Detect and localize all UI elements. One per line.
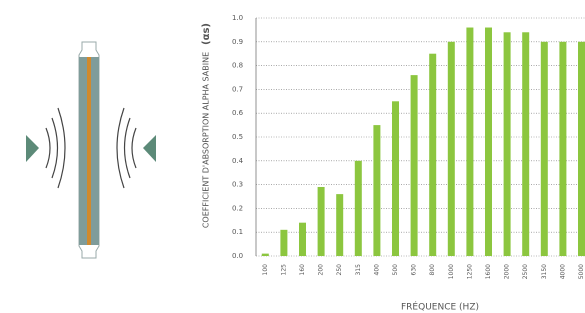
chart: COEFFICIENT D'ABSORPTION ALPHA SABINE (α… <box>0 0 585 313</box>
arrow-left <box>26 135 39 162</box>
x-tick-label: 100 <box>262 264 269 276</box>
y-tick-label: 0.3 <box>232 181 243 189</box>
bar <box>541 42 548 256</box>
bar <box>466 28 473 256</box>
x-tick-label: 630 <box>411 264 418 276</box>
bar <box>299 223 306 256</box>
x-tick-label: 4000 <box>559 264 566 279</box>
bar <box>504 32 511 256</box>
panel-core <box>87 57 91 245</box>
x-tick-label: 400 <box>373 264 380 276</box>
bar <box>559 42 566 256</box>
bar <box>373 125 380 256</box>
bar <box>355 161 362 256</box>
y-axis-label: COEFFICIENT D'ABSORPTION ALPHA SABINE <box>202 52 211 228</box>
y-tick-label: 0.7 <box>232 85 243 93</box>
x-tick-label: 1250 <box>466 264 473 279</box>
y-tick-label: 0.8 <box>232 62 243 70</box>
x-tick-label: 250 <box>336 264 343 276</box>
x-tick-label: 3150 <box>541 264 548 279</box>
x-tick-label: 5000 <box>578 264 585 279</box>
x-tick-label: 315 <box>355 264 362 276</box>
x-tick-label: 1600 <box>485 264 492 279</box>
y-tick-label: 0.9 <box>232 38 243 46</box>
bar <box>578 42 585 256</box>
bar <box>448 42 455 256</box>
bar <box>262 254 269 256</box>
x-axis-label: FRÉQUENCE (HZ) <box>401 301 479 313</box>
bar <box>429 54 436 256</box>
y-tick-label: 1.0 <box>232 14 243 22</box>
y-tick-label: 0.4 <box>232 157 244 165</box>
x-tick-label: 125 <box>280 264 287 276</box>
bar <box>336 194 343 256</box>
bar <box>280 230 287 256</box>
bar <box>522 32 529 256</box>
bar <box>411 75 418 256</box>
y-tick-label: 0.1 <box>232 228 243 236</box>
y-tick-label: 0.2 <box>232 204 243 212</box>
y-tick-label: 0.0 <box>232 252 243 260</box>
y-symbol: (αs) <box>201 23 212 45</box>
y-tick-label: 0.5 <box>232 133 243 141</box>
bar <box>485 28 492 256</box>
x-tick-label: 200 <box>318 264 325 276</box>
illustration <box>26 42 156 258</box>
y-tick-label: 0.6 <box>232 109 244 117</box>
bar <box>318 187 325 256</box>
x-tick-label: 2500 <box>522 264 529 279</box>
x-tick-label: 800 <box>429 264 436 276</box>
arrow-right <box>143 135 156 162</box>
bar <box>392 101 399 256</box>
x-tick-label: 1000 <box>448 264 455 279</box>
x-tick-label: 500 <box>392 264 399 276</box>
x-tick-label: 160 <box>299 264 306 276</box>
x-tick-label: 2000 <box>504 264 511 279</box>
